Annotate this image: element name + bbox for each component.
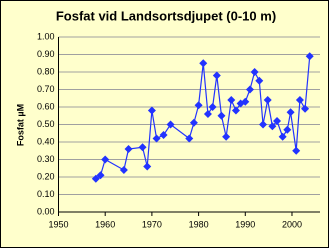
data-point bbox=[259, 120, 268, 129]
y-tick-label: 0.90 bbox=[37, 49, 55, 59]
y-tick-label: 0.60 bbox=[37, 101, 55, 111]
data-point bbox=[101, 155, 110, 164]
y-tick-label: 0.30 bbox=[37, 154, 55, 164]
data-point bbox=[245, 85, 254, 94]
data-point bbox=[203, 110, 212, 118]
data-point bbox=[138, 143, 147, 152]
data-point bbox=[227, 96, 236, 104]
x-tick-label: 2000 bbox=[282, 219, 302, 229]
x-tick-label: 1950 bbox=[48, 219, 68, 229]
data-point bbox=[208, 103, 217, 111]
data-point bbox=[96, 171, 105, 180]
data-point bbox=[166, 120, 175, 129]
y-tick-label: 0.10 bbox=[37, 189, 55, 199]
y-tick-label: 0.80 bbox=[37, 66, 55, 76]
data-point bbox=[301, 104, 310, 113]
data-point bbox=[295, 96, 304, 104]
x-tick-label: 1960 bbox=[95, 219, 115, 229]
data-point bbox=[217, 111, 226, 120]
data-point bbox=[250, 68, 259, 76]
data-point bbox=[231, 106, 240, 115]
data-point bbox=[159, 131, 168, 139]
data-point bbox=[199, 59, 208, 68]
data-point bbox=[273, 117, 282, 125]
data-point bbox=[241, 97, 250, 106]
data-point bbox=[268, 122, 277, 131]
y-tick-label: 0.50 bbox=[37, 119, 55, 129]
data-point bbox=[143, 162, 152, 171]
x-tick-label: 1990 bbox=[235, 219, 255, 229]
data-point bbox=[292, 146, 301, 155]
data-point bbox=[263, 96, 272, 104]
data-point bbox=[283, 125, 292, 134]
data-point bbox=[91, 174, 100, 183]
data-point bbox=[212, 71, 221, 80]
y-tick-label: 0.20 bbox=[37, 171, 55, 181]
y-tick-label: 0.40 bbox=[37, 136, 55, 146]
y-tick-label: 0.00 bbox=[37, 206, 55, 216]
data-point bbox=[185, 134, 194, 143]
data-point bbox=[124, 145, 133, 153]
data-point bbox=[152, 134, 161, 143]
data-point bbox=[222, 132, 231, 141]
data-point bbox=[189, 118, 198, 127]
data-point bbox=[305, 52, 314, 61]
y-axis-label: Fosfat µM bbox=[15, 104, 25, 146]
x-tick-label: 1970 bbox=[142, 219, 162, 229]
data-point bbox=[119, 166, 128, 174]
data-point bbox=[278, 132, 287, 141]
data-point bbox=[147, 106, 156, 115]
data-point bbox=[255, 76, 264, 85]
x-tick-label: 1980 bbox=[189, 219, 209, 229]
data-point bbox=[194, 101, 203, 110]
data-point bbox=[286, 108, 295, 117]
y-tick-label: 0.70 bbox=[37, 84, 55, 94]
chart-title: Fosfat vid Landsortsdjupet (0-10 m) bbox=[56, 8, 276, 23]
y-tick-label: 1.00 bbox=[37, 31, 55, 41]
